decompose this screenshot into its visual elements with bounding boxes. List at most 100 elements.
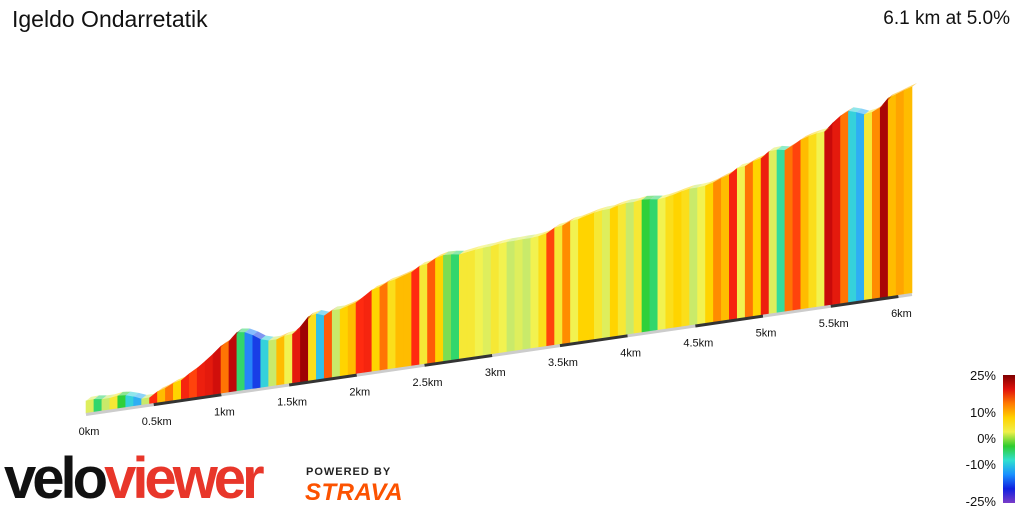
profile-segment xyxy=(752,157,762,317)
profile-segment xyxy=(331,309,341,378)
profile-top-edge xyxy=(276,332,290,340)
gradient-scale-label: 0% xyxy=(977,431,996,446)
profile-top-edge xyxy=(340,302,354,310)
profile-top-edge xyxy=(86,395,99,401)
profile-segment xyxy=(570,218,579,343)
profile-top-edge xyxy=(641,195,655,200)
profile-top-edge xyxy=(427,254,441,264)
profile-top-edge xyxy=(514,235,528,242)
profile-segment xyxy=(840,110,849,304)
profile-segment xyxy=(85,399,95,414)
profile-top-edge xyxy=(348,298,362,307)
profile-top-edge xyxy=(205,350,219,362)
profile-segment xyxy=(736,165,746,319)
climb-summary: 6.1 km at 5.0% xyxy=(883,8,1010,29)
profile-top-edge xyxy=(125,391,139,397)
profile-top-edge xyxy=(824,119,838,132)
logo-viewer: viewer xyxy=(104,446,265,511)
profile-segment xyxy=(403,271,412,368)
profile-segment xyxy=(188,367,198,399)
profile-top-edge xyxy=(467,246,481,253)
profile-top-edge xyxy=(808,129,822,137)
profile-segment xyxy=(101,397,111,412)
profile-top-edge xyxy=(745,157,759,167)
profile-top-edge xyxy=(840,107,854,117)
profile-segment xyxy=(609,205,619,338)
x-tick-label: 2.5km xyxy=(413,377,443,389)
profile-top-edge xyxy=(665,190,679,198)
profile-top-edge xyxy=(673,187,687,195)
profile-segment xyxy=(665,194,675,330)
baseline-band xyxy=(85,403,154,416)
profile-segment xyxy=(689,187,698,326)
baseline-band xyxy=(424,353,493,367)
profile-segment xyxy=(323,309,333,379)
profile-top-edge xyxy=(713,174,727,183)
profile-segment xyxy=(601,208,611,339)
profile-segment xyxy=(490,243,500,355)
x-tick-label: 6km xyxy=(891,308,912,320)
profile-top-edge xyxy=(403,268,417,276)
profile-segment xyxy=(379,281,389,371)
profile-segment xyxy=(196,360,206,398)
profile-top-edge xyxy=(499,238,512,245)
profile-top-edge xyxy=(93,395,107,400)
profile-top-edge xyxy=(618,199,632,206)
profile-segment xyxy=(109,395,119,410)
profile-segment xyxy=(530,235,540,349)
profile-top-edge xyxy=(157,384,171,392)
profile-segment xyxy=(474,247,484,357)
gradient-scale-label: -10% xyxy=(965,456,996,472)
chart-title: Igeldo Ondarretatik xyxy=(12,6,208,32)
baseline-band xyxy=(559,334,628,348)
profile-top-edge xyxy=(395,271,409,280)
profile-segment xyxy=(887,94,897,297)
baseline-band xyxy=(153,393,222,407)
profile-segment xyxy=(681,188,690,327)
profile-segment xyxy=(443,254,452,362)
logo-velo: velo xyxy=(4,446,108,511)
profile-top-edge xyxy=(816,127,830,134)
profile-top-edge xyxy=(792,135,806,146)
profile-segment xyxy=(339,305,349,377)
profile-segment xyxy=(316,313,325,380)
profile-top-edge xyxy=(848,107,862,113)
profile-top-edge xyxy=(411,262,425,273)
profile-top-edge xyxy=(610,201,624,209)
profile-segment xyxy=(244,332,254,391)
profile-segment xyxy=(514,239,524,352)
profile-segment xyxy=(768,149,778,315)
profile-segment xyxy=(181,373,190,400)
profile-top-edge xyxy=(562,217,576,226)
profile-top-edge xyxy=(173,376,187,384)
baseline-band xyxy=(762,304,831,318)
profile-top-edge xyxy=(546,223,560,234)
profile-top-edge xyxy=(626,198,640,204)
profile-top-edge xyxy=(379,278,393,287)
profile-top-edge xyxy=(578,212,592,220)
profile-segment xyxy=(800,135,810,310)
profile-top-edge xyxy=(213,342,227,355)
profile-segment xyxy=(498,241,508,354)
profile-top-edge xyxy=(538,229,552,237)
profile-segment xyxy=(149,391,158,405)
profile-segment xyxy=(466,249,476,358)
profile-segment xyxy=(792,139,802,311)
profile-segment xyxy=(141,397,150,406)
profile-top-edge xyxy=(268,335,282,341)
profile-segment xyxy=(713,177,722,323)
profile-top-edge xyxy=(657,193,671,200)
x-tick-label: 0km xyxy=(79,426,100,438)
profile-top-edge xyxy=(371,282,385,291)
profile-top-edge xyxy=(522,234,536,240)
baseline-band xyxy=(221,383,290,397)
profile-top-edge xyxy=(252,331,266,340)
profile-segment xyxy=(93,399,103,413)
profile-segment xyxy=(292,326,301,384)
x-tick-label: 3km xyxy=(485,367,506,379)
profile-segment xyxy=(451,254,460,361)
x-tick-label: 0.5km xyxy=(142,416,172,428)
profile-top-edge xyxy=(697,181,711,188)
profile-segment xyxy=(617,203,627,337)
profile-segment xyxy=(697,185,706,325)
